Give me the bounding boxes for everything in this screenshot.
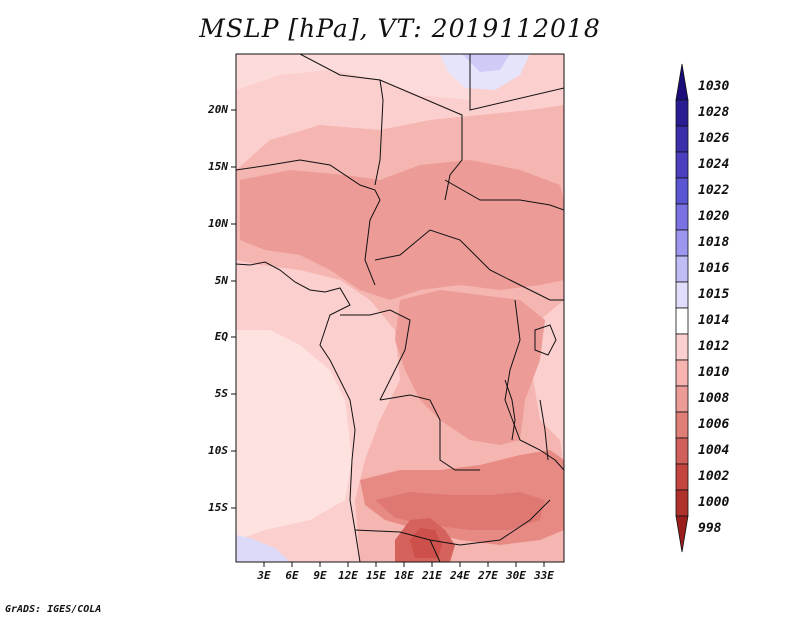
colorbar-swatch-1012 <box>675 333 689 361</box>
pressure-shading-1008-sahel <box>240 160 564 300</box>
lon-label-9e: 9E <box>313 569 327 582</box>
border-drc-angola <box>379 394 480 471</box>
pressure-shading-1013-north <box>236 54 470 100</box>
border-east-lakes <box>504 299 564 471</box>
colorbar-label-1000: 1000 <box>698 495 730 510</box>
colorbar-label-1004: 1004 <box>698 443 730 458</box>
credit-text: GrADS: IGES/COLA <box>5 604 102 615</box>
colorbar-label-1015: 1015 <box>698 287 730 302</box>
lon-label-15e: 15E <box>366 569 386 582</box>
lon-label-24e: 24E <box>450 569 470 582</box>
map-frame <box>235 53 565 563</box>
colorbar-swatch-1008 <box>675 385 689 413</box>
lake-tanganyika <box>504 379 516 441</box>
colorbar-swatch-1014 <box>675 307 689 335</box>
lon-label-12e: 12E <box>338 569 358 582</box>
country-borders <box>236 54 564 562</box>
lat-label-10n: 10N <box>208 217 228 230</box>
lon-label-6e: 6E <box>285 569 299 582</box>
lat-label-5s: 5S <box>214 387 228 400</box>
colorbar-swatch-1010 <box>675 359 689 387</box>
colorbar-label-1026: 1026 <box>698 131 730 146</box>
atlantic-coastline <box>236 261 361 562</box>
colorbar-swatch-1000 <box>675 489 689 517</box>
lat-label-15s: 15S <box>208 501 228 514</box>
lon-label-30e: 30E <box>506 569 526 582</box>
colorbar-swatch-1026 <box>675 125 689 153</box>
lat-label-15n: 15N <box>208 160 228 173</box>
colorbar-swatch-1018 <box>675 229 689 257</box>
colorbar-label-1014: 1014 <box>698 313 730 328</box>
colorbar-swatch-1028 <box>675 99 689 127</box>
colorbar-label-1028: 1028 <box>698 105 730 120</box>
colorbar-label-1002: 1002 <box>698 469 730 484</box>
lon-label-3e: 3E <box>257 569 271 582</box>
colorbar-label-998: 998 <box>698 521 722 536</box>
border-chad-sudan <box>444 179 564 211</box>
colorbar-label-1008: 1008 <box>698 391 730 406</box>
lon-label-27e: 27E <box>478 569 498 582</box>
map-title: MSLP [hPa], VT: 2019112018 <box>199 14 601 43</box>
colorbar-swatch-1024 <box>675 151 689 179</box>
lon-label-18e: 18E <box>394 569 414 582</box>
lon-label-33e: 33E <box>534 569 554 582</box>
colorbar-swatch-1016 <box>675 255 689 283</box>
lon-ticks <box>263 562 545 567</box>
pressure-shading-1015-ne <box>440 54 530 90</box>
lat-label-20n: 20N <box>208 103 228 116</box>
border-north-1 <box>299 54 384 186</box>
border-gabon-congo <box>340 309 411 401</box>
colorbar-label-1018: 1018 <box>698 235 730 250</box>
lat-label-5n: 5N <box>214 274 228 287</box>
colorbar-swatch-1002 <box>675 463 689 491</box>
lat-label-eq: EQ <box>214 330 228 343</box>
colorbar-label-1020: 1020 <box>698 209 730 224</box>
colorbar-label-1006: 1006 <box>698 417 730 432</box>
colorbar <box>675 63 689 553</box>
border-north-2 <box>379 79 463 201</box>
colorbar-label-1016: 1016 <box>698 261 730 276</box>
colorbar-label-1012: 1012 <box>698 339 730 354</box>
colorbar-label-1024: 1024 <box>698 157 730 172</box>
pressure-shading-1016-sw <box>236 535 290 562</box>
lat-label-10s: 10S <box>208 444 228 457</box>
colorbar-label-1010: 1010 <box>698 365 730 380</box>
pressure-shading-1016-ne <box>462 54 510 72</box>
border-south-2 <box>429 539 441 562</box>
colorbar-label-1030: 1030 <box>698 79 730 94</box>
lon-label-21e: 21E <box>422 569 442 582</box>
lat-ticks <box>231 109 236 509</box>
pressure-field <box>236 54 564 562</box>
colorbar-swatch-998 <box>675 515 689 553</box>
lake-victoria <box>534 324 557 356</box>
lake-malawi <box>539 399 549 461</box>
colorbar-swatch-1030 <box>675 63 689 101</box>
colorbar-swatch-1022 <box>675 177 689 205</box>
pressure-shading-1014-ocean <box>236 330 352 540</box>
colorbar-swatch-1006 <box>675 411 689 439</box>
border-southern <box>354 499 551 546</box>
colorbar-swatch-1020 <box>675 203 689 231</box>
colorbar-swatch-1015 <box>675 281 689 309</box>
colorbar-label-1022: 1022 <box>698 183 730 198</box>
colorbar-swatch-1004 <box>675 437 689 465</box>
border-car <box>374 229 564 301</box>
border-ne <box>469 54 564 111</box>
pressure-shading-1003-core <box>410 528 442 558</box>
border-west-africa <box>236 159 381 286</box>
